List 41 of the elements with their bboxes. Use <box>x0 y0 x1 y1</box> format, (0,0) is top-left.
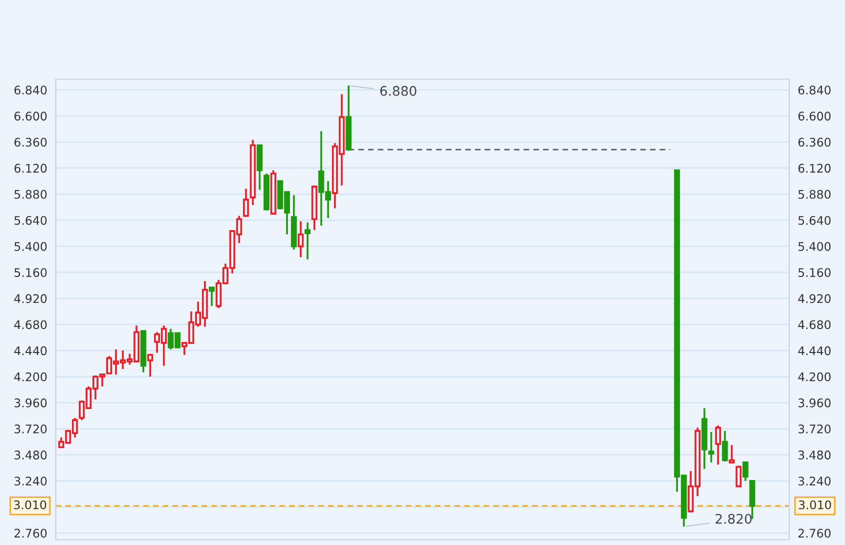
candlestick <box>298 220 304 258</box>
text: 3.010 <box>798 500 832 510</box>
y-tick-label: 4.920 <box>14 294 47 304</box>
y2-tick-label: 3.480 <box>798 450 831 460</box>
y2-tick-label: 5.640 <box>798 216 831 225</box>
y-tick-label: 4.440 <box>14 346 47 356</box>
y-tick-label: 6.120 <box>14 164 47 173</box>
y-tick-label: 6.840 <box>14 86 47 95</box>
y2-tick-label: 3.960 <box>798 398 831 408</box>
y2-tick-label: 5.880 <box>798 190 831 199</box>
y2-tick-label: 3.720 <box>798 424 831 434</box>
candlestick <box>304 221 311 260</box>
y2-tick-label: 4.680 <box>798 320 831 330</box>
y2-tick-label: 6.120 <box>798 164 831 173</box>
y2-tick-label: 2.760 <box>798 528 831 538</box>
y-tick-label: 6.600 <box>14 112 47 121</box>
annotation: 6.880 <box>380 86 416 96</box>
y-tick-label: 3.240 <box>14 476 47 486</box>
y2-tick-label: 6.840 <box>798 86 831 95</box>
y-tick-label: 6.360 <box>14 138 47 147</box>
y2-tick-label: 4.200 <box>798 372 831 382</box>
y2-tick-label: 4.440 <box>798 346 831 356</box>
y2-tick-label: 3.240 <box>798 476 831 486</box>
y2-tick-label: 5.400 <box>798 242 831 251</box>
ref-line-label: 3.010 <box>14 500 46 510</box>
y-tick-label: 5.640 <box>14 216 47 225</box>
y2-tick-label: 6.600 <box>798 112 831 121</box>
y-tick-label: 3.960 <box>14 398 47 408</box>
y-tick-label: 3.720 <box>14 424 47 434</box>
y-tick-label: 5.400 <box>14 242 47 251</box>
y2-tick-label: 6.360 <box>798 138 831 147</box>
annotation: 2.820 <box>716 514 752 524</box>
candlestick <box>701 407 708 470</box>
y2-tick-label: 4.920 <box>798 294 831 304</box>
y2-tick-label: 5.160 <box>798 268 831 278</box>
y-tick-label: 4.680 <box>14 320 47 330</box>
y-tick-label: 2.760 <box>14 528 47 538</box>
y-tick-label: 3.480 <box>14 450 47 460</box>
y-tick-label: 5.880 <box>14 190 47 199</box>
y-tick-label: 5.160 <box>14 268 47 278</box>
y-tick-label: 4.200 <box>14 372 47 382</box>
